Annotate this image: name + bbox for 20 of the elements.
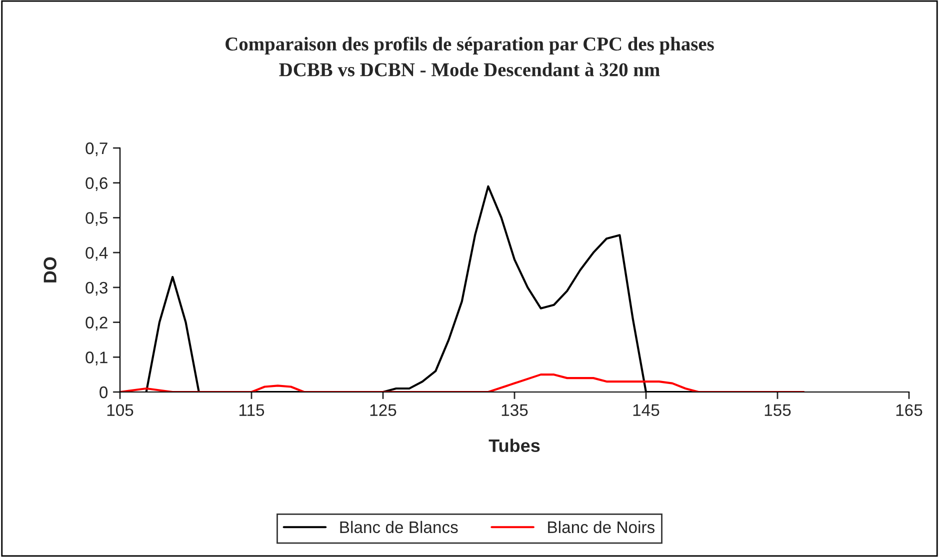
x-tick-label: 155: [764, 404, 791, 416]
y-tick-label: 0,3: [86, 282, 108, 296]
y-tick-label: 0,6: [86, 177, 108, 192]
y-tick-label: 0,4: [86, 246, 108, 261]
chart-title: Comparaison des profils de séparation par CPC des phases DCBB vs DCBN - Mode Descendant à 320 nm: [226, 36, 714, 76]
x-tick-label: 115: [239, 404, 264, 416]
legend-label: Blanc de Noirs: [548, 520, 655, 534]
legend-label: Blanc de Blancs: [340, 520, 458, 534]
y-tick-label: 0,5: [86, 212, 108, 226]
x-tick-label: 145: [633, 404, 660, 416]
x-axis-title: Tubes: [488, 438, 540, 452]
y-tick-label: 0,1: [86, 352, 108, 366]
y-tick-label: 0,7: [86, 142, 108, 156]
x-tick-label: 105: [107, 404, 134, 416]
y-tick-label: 0: [100, 386, 108, 398]
y-tick-label: 0,2: [86, 316, 108, 330]
x-tick-label: 165: [896, 404, 922, 416]
x-tick-label: 125: [370, 404, 396, 416]
y-axis-title: DO: [44, 257, 56, 282]
x-tick-label: 135: [502, 404, 528, 416]
